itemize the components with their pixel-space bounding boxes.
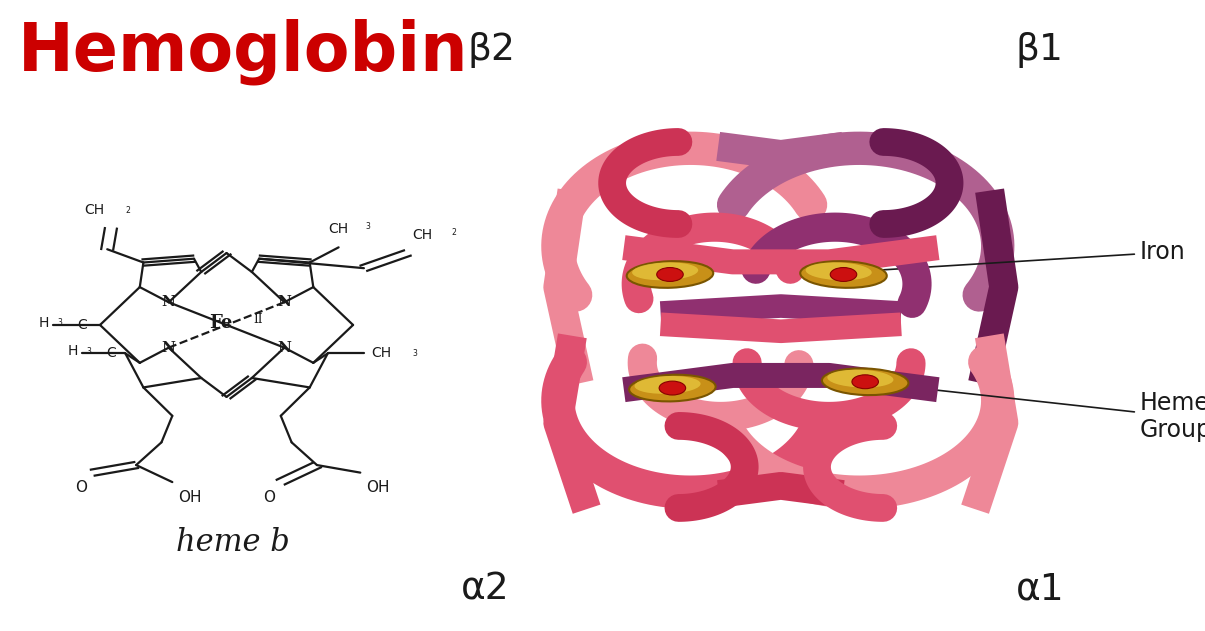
Text: Iron: Iron bbox=[862, 240, 1186, 271]
Ellipse shape bbox=[806, 262, 871, 280]
Text: $_3$: $_3$ bbox=[86, 345, 92, 358]
Circle shape bbox=[659, 381, 686, 395]
Text: N: N bbox=[161, 341, 176, 355]
Text: CH: CH bbox=[84, 203, 105, 217]
Text: H: H bbox=[39, 316, 49, 330]
Text: N: N bbox=[277, 341, 292, 355]
Text: CH: CH bbox=[412, 228, 433, 242]
Circle shape bbox=[657, 268, 683, 281]
Circle shape bbox=[830, 268, 857, 281]
Text: N: N bbox=[277, 295, 292, 309]
Ellipse shape bbox=[629, 375, 716, 401]
Text: O: O bbox=[75, 480, 87, 495]
Text: CH: CH bbox=[371, 346, 392, 360]
Text: β2: β2 bbox=[468, 32, 516, 69]
Text: $_3$: $_3$ bbox=[412, 347, 418, 360]
Text: OH: OH bbox=[178, 490, 202, 505]
Ellipse shape bbox=[633, 262, 698, 280]
Text: N: N bbox=[161, 295, 176, 309]
Text: $_2$: $_2$ bbox=[451, 227, 457, 239]
Text: heme b: heme b bbox=[176, 527, 289, 558]
Text: β1: β1 bbox=[1016, 32, 1064, 69]
Text: CH: CH bbox=[329, 222, 348, 236]
Text: OH: OH bbox=[366, 480, 390, 495]
Text: C: C bbox=[77, 318, 87, 332]
Circle shape bbox=[852, 375, 878, 389]
Text: Fe: Fe bbox=[208, 314, 233, 332]
Ellipse shape bbox=[828, 370, 893, 387]
Ellipse shape bbox=[822, 369, 909, 395]
Text: Heme
Group: Heme Group bbox=[892, 385, 1205, 442]
Ellipse shape bbox=[627, 261, 713, 288]
Text: α1: α1 bbox=[1016, 572, 1064, 608]
Text: $_2$: $_2$ bbox=[125, 204, 131, 217]
Text: II: II bbox=[253, 314, 263, 326]
Text: $_3$: $_3$ bbox=[57, 317, 63, 329]
Text: C: C bbox=[106, 346, 116, 360]
Text: Hemoglobin: Hemoglobin bbox=[18, 19, 469, 85]
Text: O: O bbox=[263, 490, 275, 505]
Ellipse shape bbox=[800, 261, 887, 288]
Text: α2: α2 bbox=[462, 572, 510, 608]
Text: H: H bbox=[67, 345, 78, 358]
Ellipse shape bbox=[635, 376, 700, 394]
Text: $_3$: $_3$ bbox=[365, 221, 371, 233]
